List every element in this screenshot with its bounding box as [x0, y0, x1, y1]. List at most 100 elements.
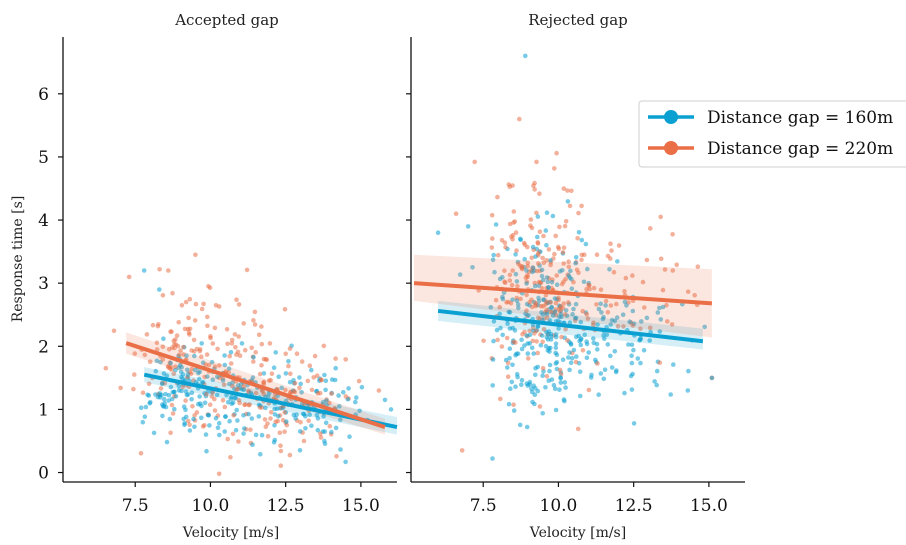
scatter-point — [162, 397, 167, 402]
scatter-point — [330, 377, 335, 382]
scatter-point — [234, 352, 239, 357]
scatter-point — [569, 342, 574, 347]
scatter-point — [243, 348, 248, 353]
scatter-point — [246, 412, 251, 417]
legend-marker-160m — [664, 110, 678, 124]
x-tick-label: 12.5 — [267, 496, 305, 516]
scatter-point — [284, 419, 289, 424]
scatter-point — [490, 456, 495, 461]
scatter-point — [566, 355, 571, 360]
scatter-point — [630, 387, 635, 392]
scatter-point — [259, 324, 264, 329]
scatter-point — [323, 429, 328, 434]
scatter-point — [503, 240, 508, 245]
scatter-point — [199, 404, 204, 409]
scatter-point — [222, 429, 227, 434]
scatter-point — [215, 347, 220, 352]
scatter-point — [230, 338, 235, 343]
scatter-point — [241, 431, 246, 436]
scatter-point — [266, 434, 271, 439]
scatter-point — [298, 429, 303, 434]
scatter-point — [194, 302, 199, 307]
scatter-point — [545, 210, 550, 215]
scatter-point — [168, 329, 173, 334]
scatter-point — [535, 235, 540, 240]
scatter-point — [527, 341, 532, 346]
scatter-point — [141, 420, 146, 425]
scatter-point — [168, 417, 173, 422]
scatter-point — [589, 375, 594, 380]
scatter-point — [577, 230, 582, 235]
scatter-point — [208, 286, 213, 291]
scatter-point — [147, 393, 152, 398]
scatter-point — [282, 429, 287, 434]
scatter-point — [205, 352, 210, 357]
scatter-point — [595, 347, 600, 352]
scatter-point — [343, 357, 348, 362]
scatter-point — [490, 213, 495, 218]
scatter-point — [529, 217, 534, 222]
scatter-point — [213, 326, 218, 331]
scatter-point — [206, 413, 211, 418]
scatter-point — [586, 350, 591, 355]
scatter-point — [186, 316, 191, 321]
scatter-point — [302, 439, 307, 444]
scatter-point — [189, 397, 194, 402]
scatter-point — [199, 416, 204, 421]
scatter-point — [507, 402, 512, 407]
scatter-point — [182, 421, 187, 426]
scatter-point — [233, 332, 238, 337]
scatter-point — [531, 351, 536, 356]
scatter-point — [671, 362, 676, 367]
scatter-point — [329, 391, 334, 396]
scatter-point — [508, 346, 513, 351]
scatter-point — [324, 421, 329, 426]
scatter-point — [288, 453, 293, 458]
scatter-point — [213, 408, 218, 413]
scatter-point — [268, 341, 273, 346]
scatter-point — [508, 386, 513, 391]
scatter-point — [208, 402, 213, 407]
scatter-point — [654, 383, 659, 388]
scatter-point — [534, 160, 539, 165]
scatter-point — [245, 268, 250, 273]
scatter-point — [225, 327, 230, 332]
scatter-point — [535, 351, 540, 356]
scatter-point — [531, 183, 536, 188]
scatter-point — [112, 329, 117, 334]
scatter-point — [507, 356, 512, 361]
scatter-point — [563, 224, 568, 229]
scatter-point — [580, 238, 585, 243]
scatter-point — [570, 356, 575, 361]
scatter-point — [631, 348, 636, 353]
scatter-point — [286, 364, 291, 369]
scatter-point — [513, 353, 518, 358]
scatter-point — [236, 439, 241, 444]
scatter-point — [617, 243, 622, 248]
scatter-point — [636, 356, 641, 361]
scatter-point — [572, 348, 577, 353]
scatter-point — [187, 332, 192, 337]
scatter-point — [188, 428, 193, 433]
scatter-point — [191, 417, 196, 422]
scatter-point — [565, 338, 570, 343]
scatter-point — [310, 388, 315, 393]
scatter-point — [610, 365, 615, 370]
scatter-point — [171, 411, 176, 416]
scatter-point — [297, 386, 302, 391]
scatter-point — [554, 335, 559, 340]
scatter-point — [303, 426, 308, 431]
scatter-point — [217, 421, 222, 426]
scatter-point — [562, 186, 567, 191]
panel-rejected-gap: 7.5 10.0 12.5 15.0 Rejected gap Velocity [m… — [406, 11, 745, 541]
scatter-point — [234, 428, 239, 433]
scatter-point — [118, 386, 123, 391]
scatter-point — [217, 472, 222, 477]
scatter-point — [201, 424, 206, 429]
scatter-point — [531, 245, 536, 250]
scatter-point — [585, 356, 590, 361]
scatter-point — [460, 448, 465, 453]
scatter-point — [645, 258, 650, 263]
scatter-point — [142, 268, 147, 273]
x-axis-label: Velocity [m/s] — [182, 525, 279, 541]
